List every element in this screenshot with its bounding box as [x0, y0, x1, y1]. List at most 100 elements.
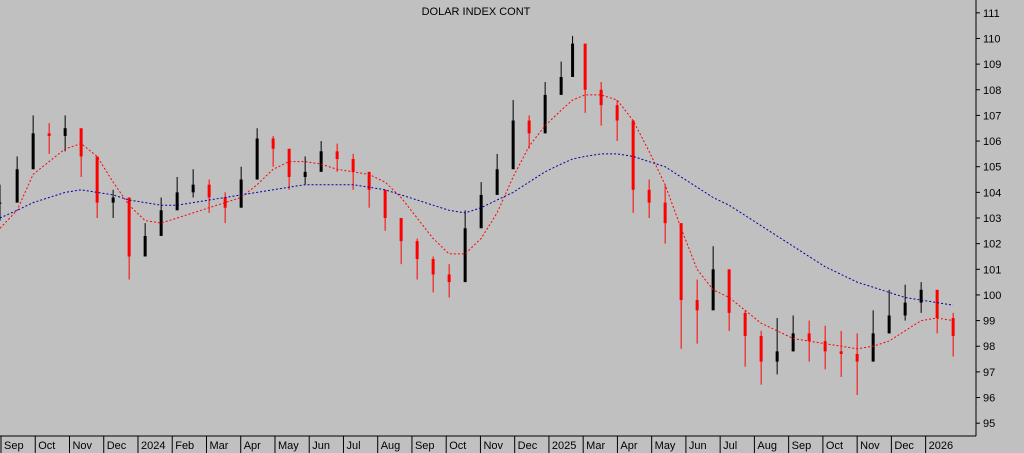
candle — [511, 100, 515, 170]
moving-averages — [0, 94, 954, 350]
candle-body — [791, 333, 795, 352]
candle — [743, 310, 747, 367]
candle-body — [111, 197, 115, 203]
y-tick-label: 106 — [983, 136, 1001, 148]
candle-body — [383, 189, 387, 218]
x-tick-label: Aug — [757, 440, 777, 452]
candle — [571, 35, 575, 77]
x-tick-label: Sep — [4, 440, 24, 452]
candle — [823, 325, 827, 370]
x-tick-label: Jul — [346, 440, 360, 452]
candle — [759, 330, 763, 385]
candle-body — [399, 218, 403, 242]
candle — [175, 176, 179, 211]
candle — [63, 115, 67, 152]
candle-body — [807, 333, 811, 342]
candle-body — [887, 315, 891, 334]
candle-body — [303, 171, 307, 177]
candle — [0, 184, 2, 221]
candle — [367, 171, 371, 208]
candle — [335, 143, 339, 172]
candle-body — [839, 351, 843, 354]
candle — [599, 82, 603, 126]
candle — [495, 153, 499, 195]
y-tick-label: 97 — [983, 367, 995, 379]
candle — [559, 61, 563, 95]
x-tick-label: Nov — [483, 440, 503, 452]
candle-body — [223, 197, 227, 208]
candle — [127, 197, 131, 280]
x-tick-label: May — [655, 440, 676, 452]
candle — [903, 284, 907, 321]
candle-body — [415, 241, 419, 260]
candle-body — [823, 341, 827, 352]
candle-body — [631, 120, 635, 190]
y-tick-label: 104 — [983, 187, 1001, 199]
candle — [287, 148, 291, 190]
x-tick-label: Jul — [723, 440, 737, 452]
y-tick-label: 105 — [983, 162, 1001, 174]
candle-body — [495, 169, 499, 195]
candle — [527, 115, 531, 149]
x-tick-label: Mar — [209, 440, 228, 452]
candle-body — [47, 133, 51, 136]
candle-body — [191, 184, 195, 193]
candle-body — [255, 138, 259, 180]
x-tick-label: Sep — [415, 440, 435, 452]
candle — [47, 123, 51, 154]
candle — [855, 333, 859, 395]
y-tick-label: 95 — [983, 418, 995, 430]
candle-body — [175, 192, 179, 211]
candle — [543, 82, 547, 134]
candle — [271, 135, 275, 167]
candle — [919, 282, 923, 313]
candle — [79, 128, 83, 177]
candle — [15, 156, 19, 203]
x-tick-label: Jun — [312, 440, 330, 452]
y-tick-label: 108 — [983, 85, 1001, 97]
candle — [679, 223, 683, 349]
y-tick-label: 101 — [983, 264, 1001, 276]
candle-body — [559, 76, 563, 95]
candle-body — [319, 151, 323, 172]
y-tick-label: 109 — [983, 59, 1001, 71]
candle — [887, 289, 891, 334]
y-tick-label: 99 — [983, 316, 995, 328]
y-tick-label: 100 — [983, 290, 1001, 302]
candle-body — [743, 312, 747, 336]
candle-body — [679, 223, 683, 301]
candle-body — [0, 202, 2, 204]
y-tick-label: 103 — [983, 213, 1001, 225]
candle-body — [527, 120, 531, 134]
candle-body — [775, 351, 779, 362]
candle-body — [463, 228, 467, 283]
candle-body — [447, 274, 451, 283]
x-tick-label: Nov — [72, 440, 92, 452]
candle — [839, 330, 843, 378]
candle — [111, 189, 115, 218]
x-tick-label: Jun — [689, 440, 707, 452]
x-tick-label: Feb — [175, 440, 194, 452]
x-tick-label: Aug — [381, 440, 401, 452]
candle — [631, 120, 635, 213]
candle — [159, 197, 163, 236]
y-tick-label: 110 — [983, 33, 1001, 45]
candle-body — [511, 120, 515, 170]
y-tick-label: 107 — [983, 110, 1001, 122]
x-tick-label: Oct — [449, 440, 466, 452]
candle — [415, 238, 419, 280]
candle-body — [599, 89, 603, 106]
candle-body — [479, 194, 483, 229]
candle-body — [759, 335, 763, 362]
candle-body — [903, 302, 907, 316]
candle — [399, 218, 403, 265]
candle-body — [31, 133, 35, 170]
x-tick-label: Dec — [894, 440, 914, 452]
candle-body — [727, 269, 731, 313]
candle-body — [127, 197, 131, 257]
candle — [303, 156, 307, 185]
candle-body — [159, 210, 163, 236]
y-tick-label: 98 — [983, 341, 995, 353]
candle-body — [287, 148, 291, 177]
